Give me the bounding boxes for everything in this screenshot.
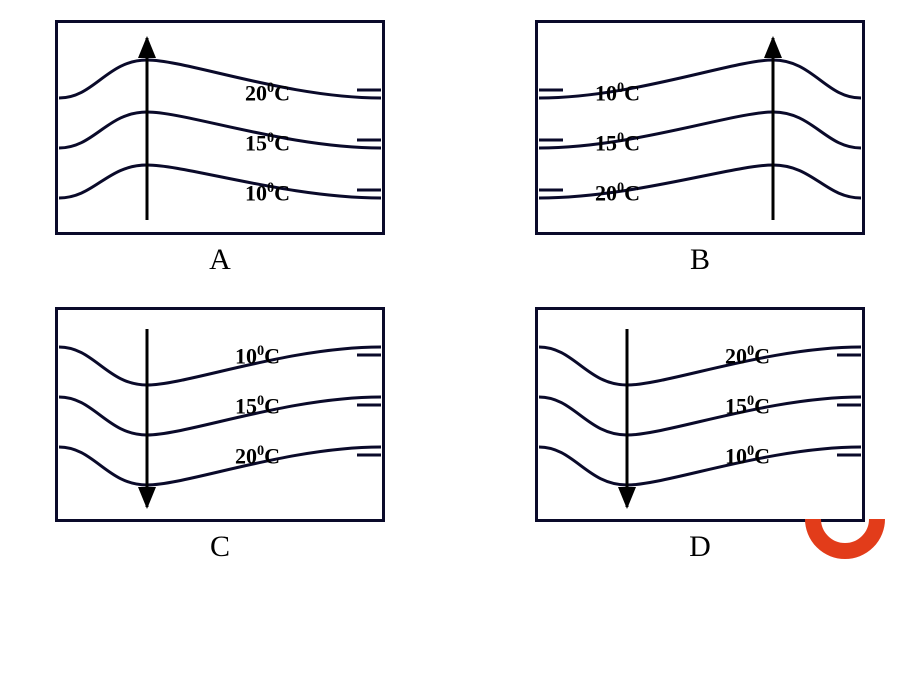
isotherm-curve: [59, 347, 381, 385]
arrow-head-icon: [138, 36, 156, 58]
isotherm-curve: [59, 112, 381, 148]
isotherm-curve: [539, 165, 861, 198]
isotherm-curve: [59, 60, 381, 98]
panel-A-wrap: 200C 150C 100C A: [55, 20, 385, 277]
panel-B-label: B: [690, 243, 710, 277]
temperature-label: 200C: [725, 343, 770, 369]
panel-A: 200C 150C 100C: [55, 20, 385, 235]
temperature-label: 200C: [595, 180, 640, 206]
temperature-label: 100C: [235, 343, 280, 369]
arrow-head-icon: [764, 36, 782, 58]
arrow-head-icon: [138, 487, 156, 509]
isotherm-curve: [59, 397, 381, 435]
panel-C: 100C 150C 200C: [55, 307, 385, 522]
temperature-label: 100C: [725, 443, 770, 469]
isotherm-curve: [539, 347, 861, 385]
panel-svg: [535, 307, 865, 522]
panel-A-label: A: [209, 243, 231, 277]
temperature-label: 150C: [725, 393, 770, 419]
arrow-head-icon: [618, 487, 636, 509]
temperature-label: 200C: [245, 80, 290, 106]
panel-border: [57, 309, 384, 521]
isotherm-curve: [539, 112, 861, 148]
panel-D-wrap: 200C 150C 100C D: [535, 307, 865, 564]
logo-arc-icon: [805, 517, 885, 567]
panel-B-wrap: 100C 150C 200C B: [535, 20, 865, 277]
panel-D-label: D: [689, 530, 711, 564]
isotherm-curve: [59, 447, 381, 485]
panel-C-label: C: [210, 530, 230, 564]
panel-D: 200C 150C 100C: [535, 307, 865, 522]
temperature-label: 150C: [235, 393, 280, 419]
temperature-label: 200C: [235, 443, 280, 469]
panel-border: [537, 309, 864, 521]
isotherm-curve: [539, 60, 861, 98]
panel-B: 100C 150C 200C: [535, 20, 865, 235]
temperature-label: 100C: [245, 180, 290, 206]
temperature-label: 150C: [595, 130, 640, 156]
panel-svg: [535, 20, 865, 235]
temperature-label: 150C: [245, 130, 290, 156]
panel-C-wrap: 100C 150C 200C C: [55, 307, 385, 564]
panel-svg: [55, 307, 385, 522]
temperature-label: 100C: [595, 80, 640, 106]
panel-svg: [55, 20, 385, 235]
isotherm-curve: [59, 165, 381, 198]
panels-grid: 200C150C100C A 100C150C200C B 100C150C20…: [20, 20, 900, 564]
isotherm-curve: [539, 397, 861, 435]
isotherm-curve: [539, 447, 861, 485]
